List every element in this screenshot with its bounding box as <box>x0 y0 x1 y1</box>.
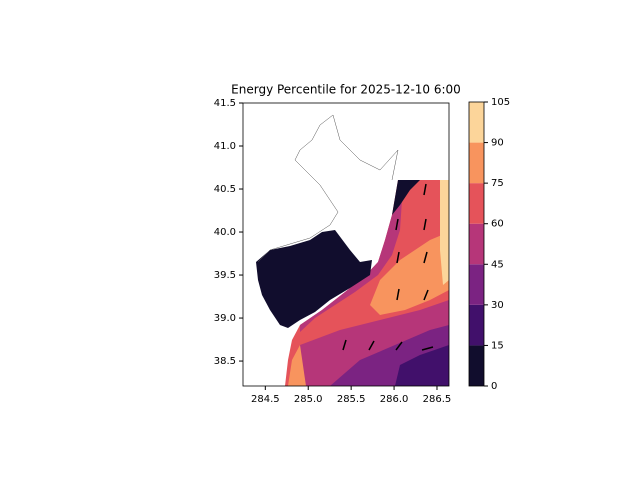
colorbar-tick-label: 60 <box>491 219 504 230</box>
x-tick-label: 286.5 <box>423 394 452 405</box>
map <box>256 114 449 386</box>
colorbar-tick-label: 30 <box>491 300 504 311</box>
contour-region <box>256 230 372 328</box>
vector-arrows <box>342 183 434 351</box>
x-tick-label: 285.5 <box>337 394 366 405</box>
colorbar-tick-label: 105 <box>491 97 510 108</box>
colorbar-segment <box>469 102 484 143</box>
y-tick-label: 40.5 <box>214 184 236 195</box>
colorbar-segment <box>469 304 484 346</box>
arrow <box>342 339 347 351</box>
x-tick-label: 285.0 <box>294 394 323 405</box>
contour-region <box>370 232 449 315</box>
arrow <box>423 251 428 264</box>
contour-region <box>288 345 306 386</box>
contour-region <box>300 200 402 332</box>
coastline <box>257 114 339 263</box>
chart-title: Energy Percentile for 2025-12-10 6:00 <box>231 83 461 97</box>
colorbar-segment <box>469 142 484 184</box>
colorbar-segment <box>469 345 484 386</box>
arrow <box>368 340 375 351</box>
arrow <box>423 183 427 196</box>
x-tick-label: 286.0 <box>380 394 409 405</box>
y-tick-label: 41.5 <box>214 98 236 109</box>
contour-region <box>440 180 449 285</box>
axes-frame <box>242 102 450 387</box>
arrow <box>395 341 403 351</box>
colorbar-segment <box>469 183 484 224</box>
y-tick-label: 39.5 <box>214 270 236 281</box>
coastline <box>332 114 399 181</box>
colorbar-segment <box>469 264 484 305</box>
colorbar-tick-label: 75 <box>491 178 504 189</box>
contour-region <box>395 345 449 386</box>
y-tick-label: 40.0 <box>214 227 236 238</box>
contour-region <box>392 180 420 215</box>
arrow <box>423 218 427 231</box>
arrow <box>395 218 399 231</box>
colorbar-tick-label: 45 <box>491 259 504 270</box>
y-tick-label: 41.0 <box>214 141 236 152</box>
y-tick-label: 39.0 <box>214 313 236 324</box>
arrow <box>396 288 400 301</box>
x-tick-label: 284.5 <box>251 394 280 405</box>
arrow <box>396 251 400 264</box>
arrow <box>421 346 434 351</box>
y-tick-label: 38.5 <box>214 356 236 367</box>
colorbar-segment <box>469 223 484 265</box>
colorbar-frame <box>468 101 485 387</box>
colorbar-tick-label: 90 <box>491 138 504 149</box>
colorbar-tick-label: 15 <box>491 340 504 351</box>
colorbar-tick-label: 0 <box>491 381 497 392</box>
arrow <box>423 289 429 301</box>
